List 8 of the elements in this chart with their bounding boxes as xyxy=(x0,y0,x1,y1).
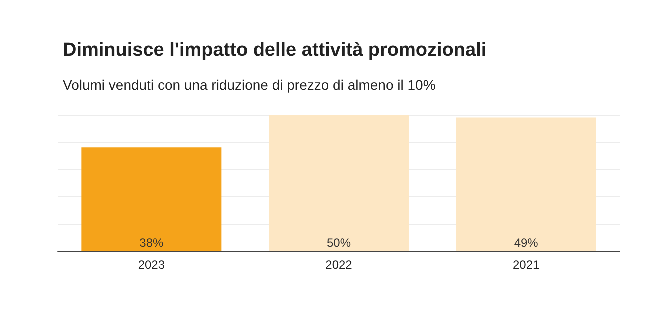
x-tick-label: 2022 xyxy=(326,258,353,272)
chart-subtitle: Volumi venduti con una riduzione di prezzo di almeno il 10% xyxy=(63,77,436,93)
data-label: 50% xyxy=(326,236,352,250)
data-label: 49% xyxy=(514,236,539,250)
data-label: 38% xyxy=(140,236,164,250)
chart-title: Diminuisce l'impatto delle attività promozionali xyxy=(63,40,487,61)
x-tick-label: 2023 xyxy=(138,258,166,272)
x-tick-label: 2021 xyxy=(512,258,540,272)
